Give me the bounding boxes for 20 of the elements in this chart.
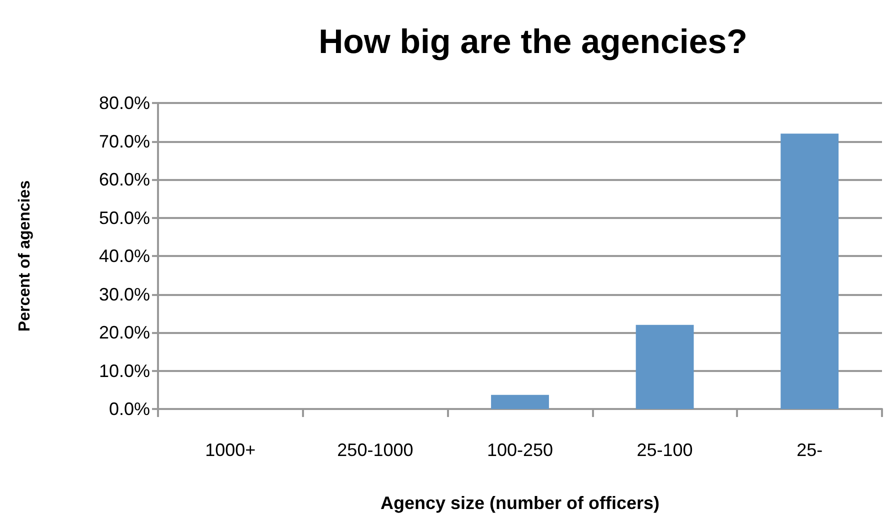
y-tick-label: 80.0% xyxy=(98,93,150,113)
chart-title: How big are the agencies? xyxy=(318,23,748,61)
y-tick-label: 60.0% xyxy=(98,170,150,190)
y-tick-label: 0.0% xyxy=(108,399,150,419)
x-axis-title: Agency size (number of officers) xyxy=(380,493,660,513)
bar xyxy=(636,324,694,409)
x-tick-label: 1000+ xyxy=(205,440,256,460)
y-axis-title: Percent of agencies xyxy=(16,180,34,332)
y-tick-label: 30.0% xyxy=(98,284,150,304)
y-tick-label: 70.0% xyxy=(98,131,150,152)
y-tick-label: 10.0% xyxy=(98,360,150,381)
y-tick-label: 40.0% xyxy=(98,246,150,266)
x-tick-label: 25-100 xyxy=(636,440,693,460)
x-tick-label: 100-250 xyxy=(486,440,554,460)
x-tick-label: 25- xyxy=(796,440,823,460)
y-tick-label: 50.0% xyxy=(98,208,150,228)
bar xyxy=(491,394,549,409)
x-tick-label: 250-1000 xyxy=(337,440,414,460)
bar xyxy=(780,134,839,409)
y-tick-label: 20.0% xyxy=(98,322,150,342)
